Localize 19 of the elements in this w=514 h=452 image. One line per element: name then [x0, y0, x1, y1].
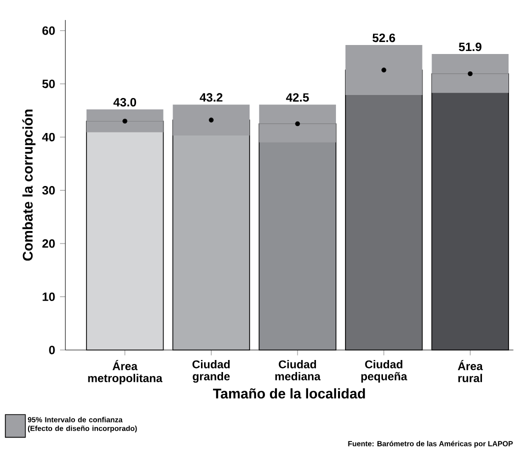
data-label: 43.0 — [113, 98, 136, 106]
y-axis-title: Combate la corrupción — [22, 110, 36, 261]
x-tick-label: Área metropolitana — [88, 360, 162, 384]
x-tick-label: Ciudad pequeña — [361, 360, 408, 383]
y-tick-label: 50 — [42, 80, 55, 88]
y-tick-label: 10 — [42, 292, 55, 302]
y-tick-label: 40 — [42, 132, 55, 142]
x-tick-label: Ciudad grande — [192, 360, 230, 383]
y-tick-label: 30 — [42, 186, 55, 195]
data-label: 51.9 — [458, 42, 482, 52]
data-label: 52.6 — [372, 34, 396, 42]
data-label: 42.5 — [286, 93, 309, 102]
data-label: 43.2 — [200, 93, 222, 102]
y-tick-label: 20 — [42, 239, 55, 248]
x-tick-label: Ciudad mediana — [275, 360, 321, 380]
x-axis-title: Tamaño de la localidad — [213, 388, 365, 399]
y-tick-label: 0 — [49, 346, 55, 354]
x-tick-label: Área rural — [458, 360, 483, 382]
y-tick-label: 60 — [42, 26, 55, 35]
